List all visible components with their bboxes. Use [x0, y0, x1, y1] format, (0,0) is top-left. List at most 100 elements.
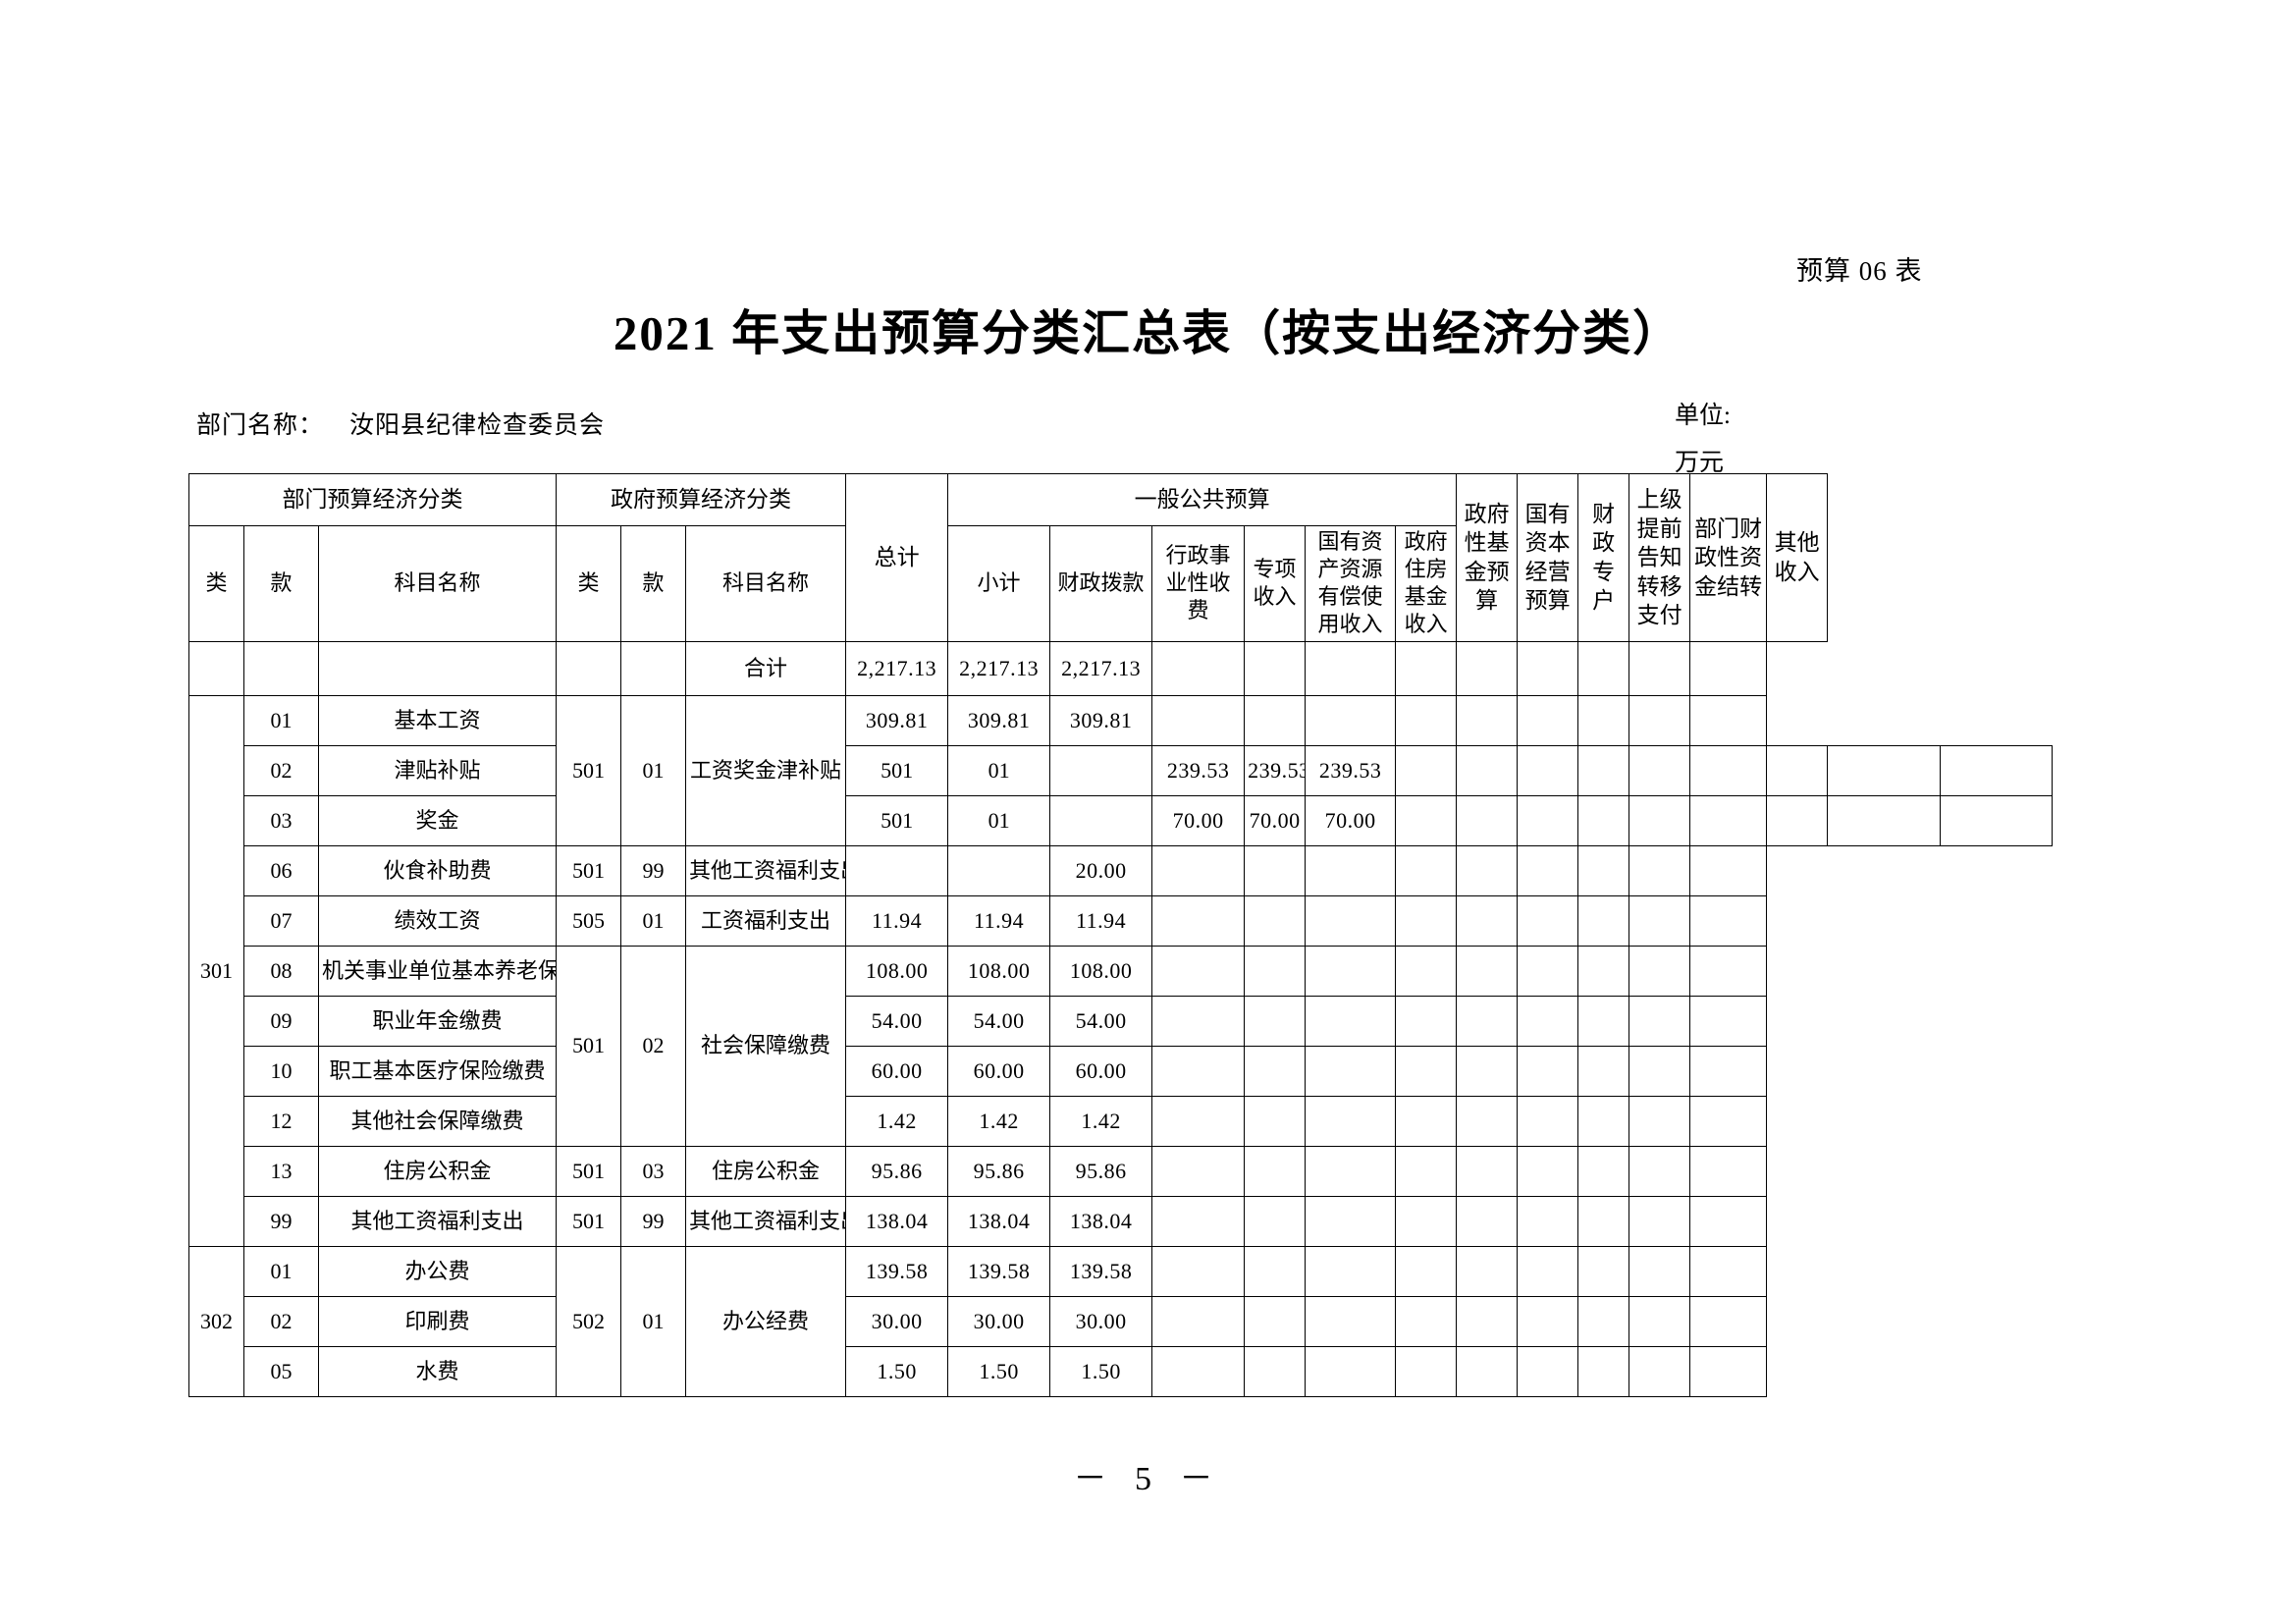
row-dept-subject-name: 基本工资 — [317, 694, 558, 746]
header-dept-kuan: 款 — [243, 525, 319, 642]
row-empty-cell — [1689, 794, 1768, 846]
row-dept-subject-name: 印刷费 — [317, 1295, 558, 1347]
table-row: 08机关事业单位基本养老保险缴费50102社会保障缴费108.00108.001… — [189, 945, 2053, 1147]
total-empty-cell — [1577, 640, 1630, 696]
row-empty-cell — [1395, 1095, 1458, 1147]
row-empty-cell — [1629, 794, 1691, 846]
row-empty-cell — [1395, 794, 1458, 846]
row-dept-lei: 301 — [188, 694, 244, 1247]
row-empty-cell — [1827, 744, 1941, 796]
total-dept-lei — [188, 640, 244, 696]
row-gov-kuan: 99 — [620, 844, 687, 896]
row-gov-subject-name: 工资福利支出 — [685, 894, 847, 947]
row-empty-cell — [1629, 1295, 1691, 1347]
row-fiscal-appropriation: 11.94 — [1049, 894, 1153, 947]
row-empty-cell — [1151, 694, 1246, 746]
row-empty-cell — [1456, 794, 1519, 846]
row-fiscal-appropriation: 309.81 — [1049, 694, 1153, 746]
row-gov-lei: 505 — [556, 894, 622, 947]
row-dept-kuan: 10 — [243, 1045, 319, 1097]
table-row: 02 印刷费 30.00 30.00 30.00 — [189, 1295, 2053, 1347]
row-gov-kuan: 03 — [620, 1145, 687, 1197]
row-empty-cell — [1395, 945, 1458, 997]
header-dept-subject-name: 科目名称 — [317, 525, 558, 642]
row-empty-cell — [1577, 794, 1630, 846]
row-empty-cell — [1456, 1045, 1519, 1097]
row-empty-cell — [1395, 1145, 1458, 1197]
total-empty-cell — [1629, 640, 1691, 696]
row-empty-cell — [1305, 1345, 1397, 1397]
row-empty-cell — [1305, 1195, 1397, 1247]
row-total: 54.00 — [845, 995, 949, 1047]
row-empty-cell — [1517, 1045, 1579, 1097]
row-empty-cell — [1456, 1095, 1519, 1147]
row-dept-kuan: 01 — [243, 1245, 319, 1297]
row-empty-cell — [1629, 1145, 1691, 1197]
row-empty-cell — [1689, 894, 1768, 947]
row-empty-cell — [1577, 1095, 1630, 1147]
row-empty-cell — [1151, 1145, 1246, 1197]
row-empty-cell — [1305, 995, 1397, 1047]
row-total — [845, 844, 949, 896]
row-empty-cell — [1244, 1245, 1307, 1297]
row-gov-lei: 501 — [556, 844, 622, 896]
row-empty-cell — [1577, 995, 1630, 1047]
row-gov-subject-name — [1049, 794, 1153, 846]
row-subtotal: 138.04 — [947, 1195, 1051, 1247]
row-gov-subject-name: 其他工资福利支出 — [685, 844, 847, 896]
row-dept-kuan: 02 — [243, 1295, 319, 1347]
row-empty-cell — [1244, 1145, 1307, 1197]
header-group-row: 部门预算经济分类 政府预算经济分类 总计 一般公共预算 政府性基金预算 国有资本… — [187, 473, 2053, 642]
table-row: 05 水费 1.50 1.50 1.50 — [189, 1345, 2053, 1397]
header-state-capital-budget: 国有资本经营预算 — [1517, 473, 1579, 642]
row-empty-cell — [1456, 1195, 1519, 1247]
row-fiscal-appropriation: 1.50 — [1049, 1345, 1153, 1397]
row-empty-cell — [1244, 945, 1307, 997]
row-empty-cell — [1305, 1245, 1397, 1297]
row-total: 95.86 — [845, 1145, 949, 1197]
row-fiscal-appropriation: 60.00 — [1049, 1045, 1153, 1097]
row-dept-kuan: 12 — [243, 1095, 319, 1147]
row-dept-kuan: 99 — [243, 1195, 319, 1247]
row-dept-subject-name: 伙食补助费 — [317, 844, 558, 896]
row-empty-cell — [1577, 1345, 1630, 1397]
row-dept-subject-name: 办公费 — [317, 1245, 558, 1297]
budget-table-wrapper: 部门预算经济分类 政府预算经济分类 总计 一般公共预算 政府性基金预算 国有资本… — [187, 473, 2054, 1397]
row-empty-cell — [1151, 1095, 1246, 1147]
total-gov-kuan — [620, 640, 687, 696]
row-empty-cell — [1244, 1195, 1307, 1247]
header-gov-econ-group: 政府预算经济分类 — [556, 473, 847, 526]
row-gov-subject-name: 办公经费 — [685, 1245, 847, 1397]
row-empty-cell — [1151, 1245, 1246, 1297]
row-empty-cell — [1689, 1095, 1768, 1147]
unit-value: 万元 — [1675, 450, 1725, 476]
total-empty-cell — [1151, 640, 1246, 696]
row-empty-cell — [1517, 1195, 1579, 1247]
row-fiscal-appropriation: 95.86 — [1049, 1145, 1153, 1197]
header-special-income: 专项收入 — [1244, 525, 1307, 642]
row-total: 138.04 — [845, 1195, 949, 1247]
row-dept-subject-name: 其他工资福利支出 — [317, 1195, 558, 1247]
row-empty-cell — [1517, 1095, 1579, 1147]
total-empty-cell — [1689, 640, 1768, 696]
row-empty-cell — [1456, 744, 1519, 796]
row-gov-kuan: 01 — [620, 1245, 687, 1397]
total-gov-name: 合计 — [685, 640, 847, 696]
row-empty-cell — [1629, 894, 1691, 947]
row-empty-cell — [1766, 794, 1829, 846]
row-total: 11.94 — [845, 894, 949, 947]
total-empty-cell — [1305, 640, 1397, 696]
row-empty-cell — [1629, 1095, 1691, 1147]
row-dept-subject-name: 津贴补贴 — [317, 744, 558, 796]
row-empty-cell — [1244, 1045, 1307, 1097]
table-row: 02 津贴补贴 501 01 239.53 239.53 239.53 — [189, 744, 2054, 796]
row-subtotal: 108.00 — [947, 945, 1051, 997]
row-subtotal: 70.00 — [1244, 794, 1307, 846]
row-empty-cell — [1689, 1145, 1768, 1197]
row-dept-subject-name: 绩效工资 — [317, 894, 558, 947]
row-empty-cell — [1395, 744, 1458, 796]
row-empty-cell — [1517, 995, 1579, 1047]
row-subtotal — [947, 844, 1051, 896]
row-dept-kuan: 06 — [243, 844, 319, 896]
row-empty-cell — [1244, 1295, 1307, 1347]
